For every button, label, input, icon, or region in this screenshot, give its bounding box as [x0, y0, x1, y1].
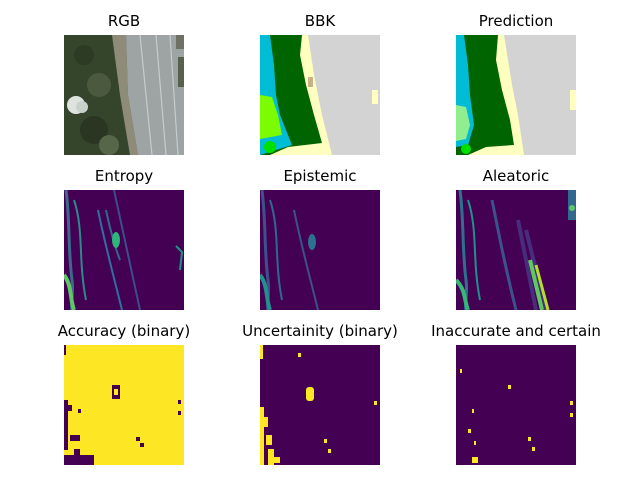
panel-title-accuracy-binary: Accuracy (binary): [57, 322, 191, 340]
aleatoric-map: [456, 190, 576, 310]
panel-title-rgb: RGB: [107, 12, 141, 30]
entropy-map: [64, 190, 184, 310]
rgb-image: [64, 35, 184, 155]
epistemic-map: [260, 190, 380, 310]
uncertainty-binary-map: [260, 345, 380, 465]
bbk-image: [260, 35, 380, 155]
panel-title-inaccurate-certain: Inaccurate and certain: [431, 322, 601, 340]
panel-title-uncertainty-binary: Uncertainity (binary): [242, 322, 398, 340]
panel-title-bbk: BBK: [304, 12, 336, 30]
panel-title-epistemic: Epistemic: [283, 167, 357, 185]
panel-title-prediction: Prediction: [478, 12, 554, 30]
panel-title-aleatoric: Aleatoric: [482, 167, 550, 185]
accuracy-binary-map: [64, 345, 184, 465]
panel-title-entropy: Entropy: [94, 167, 154, 185]
inaccurate-certain-map: [456, 345, 576, 465]
prediction-image: [456, 35, 576, 155]
